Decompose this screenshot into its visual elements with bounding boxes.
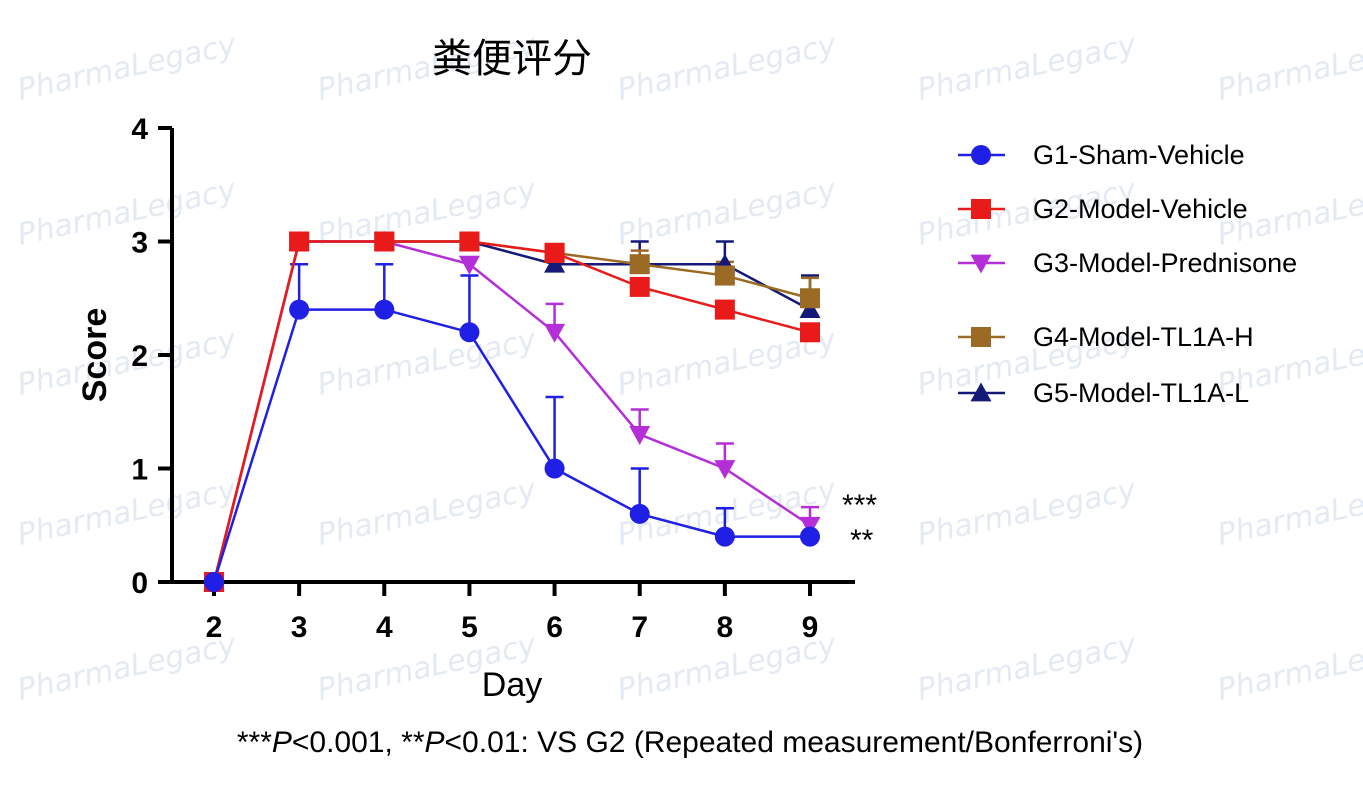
data-point-g1-sham-vehicle	[459, 322, 480, 343]
data-point-g5-model-tl1a-l	[544, 253, 566, 273]
data-point-g4-model-tl1a-h	[800, 288, 820, 309]
watermark-text: PharmaLegacy	[14, 472, 240, 553]
legend: G1-Sham-Vehicle G2-Model-Vehicle G3-Model-…	[958, 140, 1297, 408]
data-point-g1-sham-vehicle	[204, 572, 224, 592]
data-point-g2-model-vehicle	[459, 231, 480, 252]
legend-marker-g4-model-tl1a-h	[971, 327, 991, 347]
y-axis-ticks: 0 1 2 3 4	[131, 113, 172, 600]
data-point-g3-model-prednisone	[799, 516, 821, 536]
watermark-text: PharmaLegacy	[914, 472, 1140, 553]
significance-marker: ***	[842, 489, 877, 522]
x-tick-label: 9	[802, 611, 819, 644]
x-tick-label: 2	[206, 611, 223, 644]
data-point-g2-model-vehicle	[714, 299, 735, 320]
x-tick-label: 7	[631, 611, 648, 644]
footnote: ***P<0.001, **P<0.01: VS G2 (Repeated me…	[237, 726, 1143, 759]
data-point-g3-model-prednisone	[458, 255, 480, 275]
data-point-g2-model-vehicle	[544, 242, 565, 263]
watermark-text: PharmaLegacy	[1214, 627, 1363, 708]
x-axis-title: Day	[482, 666, 542, 704]
series-line-g1-sham-vehicle	[212, 308, 810, 583]
chart-title: 粪便评分	[432, 36, 592, 82]
watermark-text: PharmaLegacy	[14, 27, 240, 108]
watermark-layer: PharmaLegacy PharmaLegacy PharmaLegacy Phar…	[14, 27, 1363, 708]
data-point-g1-sham-vehicle	[714, 526, 735, 547]
y-tick-label: 1	[131, 454, 148, 487]
series-lines	[212, 240, 811, 583]
y-tick-label: 3	[131, 227, 148, 260]
legend-label-g5-model-tl1a-l: G5-Model-TL1A-L	[1033, 378, 1249, 408]
data-point-g2-model-vehicle	[629, 276, 650, 297]
series-markers	[203, 231, 821, 593]
footnote-part3: <0.01: VS G2 (Repeated measurement/Bonfe…	[445, 726, 1144, 759]
data-point-g4-model-tl1a-h	[714, 265, 735, 286]
y-axis-title: Score	[76, 308, 114, 403]
legend-marker-g1-sham-vehicle	[971, 145, 991, 165]
y-tick-label: 4	[131, 113, 148, 146]
data-point-g2-model-vehicle	[800, 322, 820, 343]
y-tick-label: 0	[131, 567, 148, 600]
x-tick-label: 4	[376, 611, 393, 644]
footnote-p2: P	[425, 726, 445, 759]
footnote-p1: P	[272, 726, 292, 759]
data-point-g4-model-tl1a-h	[629, 254, 650, 275]
watermark-text: PharmaLegacy	[1214, 472, 1363, 553]
x-tick-label: 3	[291, 611, 308, 644]
legend-label-g3-model-prednisone: G3-Model-Prednisone	[1033, 248, 1297, 278]
watermark-text: PharmaLegacy	[914, 627, 1140, 708]
data-point-g1-sham-vehicle	[289, 299, 310, 320]
watermark-text: PharmaLegacy	[14, 322, 240, 403]
legend-label-g4-model-tl1a-h: G4-Model-TL1A-H	[1033, 322, 1254, 352]
data-point-g2-model-vehicle	[289, 231, 310, 252]
watermark-text: PharmaLegacy	[914, 27, 1140, 108]
footnote-part2: <0.001, **	[292, 726, 425, 759]
watermark-text: PharmaLegacy	[14, 172, 240, 253]
legend-marker-g3-model-prednisone	[970, 254, 992, 274]
data-point-g5-model-tl1a-l	[799, 299, 821, 318]
x-tick-label: 6	[546, 611, 563, 644]
x-tick-label: 5	[461, 611, 478, 644]
data-point-g3-model-prednisone	[714, 460, 736, 479]
series-line-g2-model-vehicle	[212, 240, 811, 583]
legend-label-g1-sham-vehicle: G1-Sham-Vehicle	[1033, 140, 1245, 170]
legend-marker-g5-model-tl1a-l	[970, 382, 992, 402]
data-point-g3-model-prednisone	[629, 426, 651, 445]
watermark-text: PharmaLegacy	[1214, 27, 1363, 108]
watermark-text: PharmaLegacy	[314, 472, 540, 553]
data-point-g3-model-prednisone	[544, 323, 566, 343]
data-point-g2-model-vehicle	[374, 231, 395, 252]
data-point-g1-sham-vehicle	[800, 526, 820, 547]
x-tick-label: 8	[717, 611, 734, 644]
legend-marker-g2-model-vehicle	[971, 199, 991, 219]
data-point-g1-sham-vehicle	[629, 503, 650, 524]
significance-marker: **	[850, 524, 874, 557]
footnote-part1: ***	[237, 726, 272, 759]
y-tick-label: 2	[131, 340, 148, 373]
data-point-g1-sham-vehicle	[374, 299, 395, 320]
x-axis-ticks: 2 3 4 5 6 7 8 9	[206, 582, 819, 644]
legend-label-g2-model-vehicle: G2-Model-Vehicle	[1033, 194, 1248, 224]
significance-annotations: *****	[842, 489, 877, 557]
watermark-text: PharmaLegacy	[614, 27, 840, 108]
data-point-g1-sham-vehicle	[544, 458, 565, 479]
